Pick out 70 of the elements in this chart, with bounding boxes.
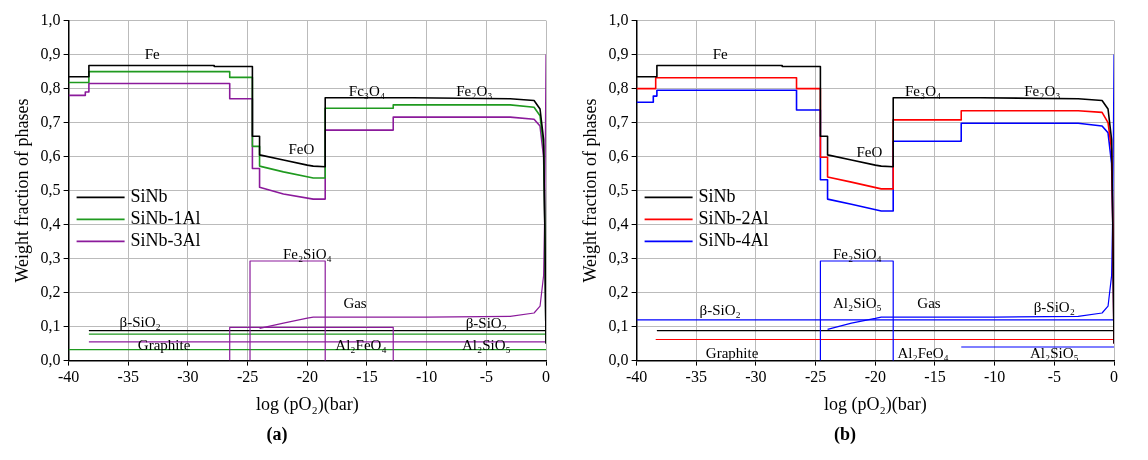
x-tick-label: -5 — [479, 368, 493, 386]
annotation: Fc₃O₄ — [348, 82, 386, 99]
annotation: β-SiO₂ — [699, 302, 741, 319]
y-tick-label: 1,0 — [40, 10, 61, 28]
legend-label: SiNb-4Al — [698, 230, 769, 251]
annotation: Fe₃O₄ — [904, 82, 942, 99]
y-tick-label: 0,7 — [40, 112, 61, 130]
annotation: Al₂FeO₄ — [897, 344, 949, 361]
annotation: Fe — [712, 45, 728, 62]
legend-label: SiNb-1Al — [130, 208, 201, 229]
x-tick-label: -35 — [117, 368, 139, 386]
y-tick-label: 0,8 — [40, 78, 61, 96]
x-tick-label: -40 — [57, 368, 80, 386]
x-tick-label: -30 — [177, 368, 199, 386]
text: (a) — [266, 423, 288, 445]
y-tick-label: 0,4 — [40, 214, 61, 232]
y-tick-label: 0,3 — [608, 248, 629, 266]
x-tick-label: -30 — [745, 368, 767, 386]
x-tick-label: 0 — [542, 368, 550, 386]
x-tick-label: -35 — [685, 368, 707, 386]
y-tick-label: 0,1 — [608, 316, 629, 334]
y-tick-label: 0,9 — [608, 44, 629, 62]
y-tick-label: 0,0 — [608, 350, 629, 368]
y-tick-label: 0,0 — [40, 350, 61, 368]
y-tick-label: 0,2 — [40, 282, 61, 300]
y-tick-label: 0,7 — [608, 112, 629, 130]
y-tick-label: 0,5 — [608, 180, 629, 198]
annotation: Fe — [144, 45, 160, 62]
annotation: Al₂SiO₅ — [1029, 344, 1079, 361]
x-tick-label: -10 — [983, 368, 1006, 386]
legend-label: SiNb-3Al — [130, 230, 201, 251]
annotation: Al₂SiO₅ — [832, 295, 882, 312]
annotation: β-SiO₂ — [119, 314, 161, 331]
y-axis-title: Weight fraction of phases — [11, 98, 32, 283]
annotation: β-SiO₂ — [1033, 298, 1075, 315]
x-tick-label: -10 — [415, 368, 438, 386]
y-tick-label: 0,4 — [608, 214, 629, 232]
y-tick-label: 0,2 — [608, 282, 629, 300]
x-tick-label: -5 — [1047, 368, 1061, 386]
y-tick-label: 1,0 — [608, 10, 629, 28]
legend-label: SiNb — [130, 186, 168, 207]
annotation: Gas — [343, 295, 367, 312]
y-tick-label: 0,6 — [40, 146, 61, 164]
annotation: FeO — [288, 140, 315, 157]
annotation: β-SiO₂ — [465, 314, 507, 331]
y-tick-label: 0,9 — [40, 44, 61, 62]
x-axis-title: log (pO₂)(bar) — [255, 394, 359, 416]
annotation: Graphite — [705, 344, 759, 361]
annotation: Gas — [917, 295, 941, 312]
x-axis-title: log (pO₂)(bar) — [823, 394, 927, 416]
y-tick-label: 0,8 — [608, 78, 629, 96]
legend-label: SiNb-2Al — [698, 208, 769, 229]
x-tick-label: -20 — [296, 368, 318, 386]
y-tick-label: 0,5 — [40, 180, 61, 198]
y-tick-label: 0,1 — [40, 316, 61, 334]
annotation: FeO — [856, 144, 883, 161]
legend-label: SiNb — [698, 186, 736, 207]
x-tick-label: -15 — [924, 368, 946, 386]
x-tick-label: 0 — [1110, 368, 1118, 386]
x-tick-label: -20 — [864, 368, 886, 386]
x-tick-label: -25 — [236, 368, 259, 386]
x-tick-label: -25 — [804, 368, 827, 386]
annotation: Fe₂SiO₄ — [832, 246, 882, 263]
y-axis-title: Weight fraction of phases — [579, 98, 600, 283]
y-tick-label: 0,3 — [40, 248, 61, 266]
y-tick-label: 0,6 — [608, 146, 629, 164]
annotation: Fe₂SiO₄ — [282, 246, 332, 263]
x-tick-label: -40 — [625, 368, 648, 386]
text: (b) — [834, 423, 856, 445]
x-tick-label: -15 — [356, 368, 378, 386]
